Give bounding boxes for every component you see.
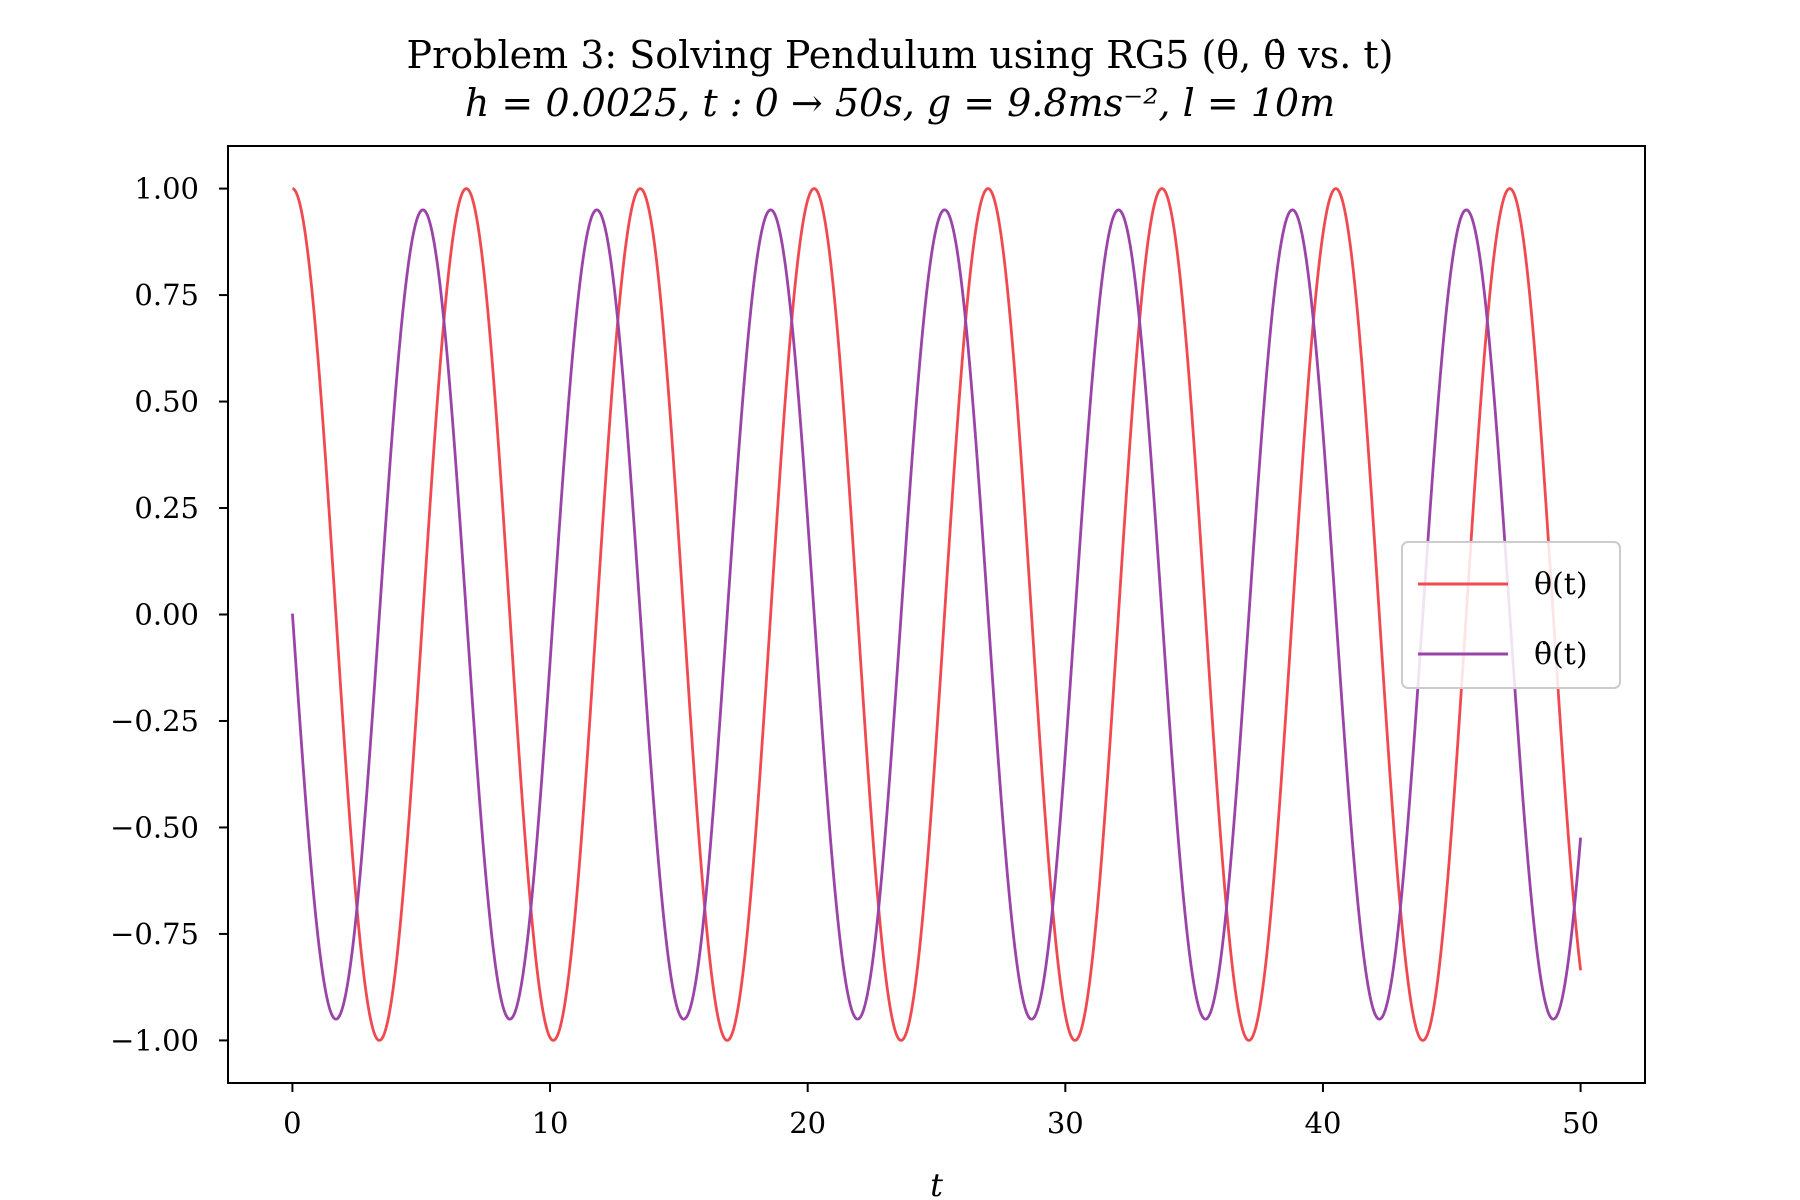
series-line-1	[291, 208, 1582, 1021]
plot-area	[291, 187, 1582, 1042]
legend-label-theta-dot: θ̇(t)	[1534, 637, 1588, 672]
y-tick-label: −0.75	[110, 917, 199, 951]
chart-subtitle: h = 0.0025, t : 0 → 50s, g = 9.8ms⁻², l …	[465, 81, 1335, 125]
y-tick-label: 0.00	[134, 598, 199, 632]
axis-ticks: 0 10 20 30 40 50 1.00 0.75 0.50 0.25 0.00 −0.25 −0.5…	[110, 172, 1599, 1140]
series-line-0	[291, 187, 1582, 1042]
x-axis-label: t	[930, 1166, 943, 1200]
axes-frame	[227, 145, 1646, 1084]
x-tick-label: 50	[1562, 1106, 1599, 1140]
y-tick-label: −1.00	[110, 1023, 199, 1057]
y-tick-label: −0.25	[110, 704, 199, 738]
legend-box	[1401, 541, 1621, 689]
x-tick-label: 20	[789, 1106, 826, 1140]
chart-title: Problem 3: Solving Pendulum using RG5 (θ…	[407, 33, 1394, 77]
y-tick-label: −0.50	[110, 810, 199, 844]
x-tick-label: 30	[1047, 1106, 1084, 1140]
y-tick-label: 0.50	[134, 385, 199, 419]
y-tick-label: 1.00	[134, 172, 199, 206]
y-tick-label: 0.75	[134, 278, 199, 312]
x-tick-label: 10	[532, 1106, 569, 1140]
x-tick-label: 0	[283, 1106, 301, 1140]
x-tick-label: 40	[1305, 1106, 1342, 1140]
y-tick-label: 0.25	[134, 491, 199, 525]
legend-label-theta: θ(t)	[1534, 567, 1588, 602]
legend: θ(t) θ̇(t)	[1401, 541, 1621, 689]
